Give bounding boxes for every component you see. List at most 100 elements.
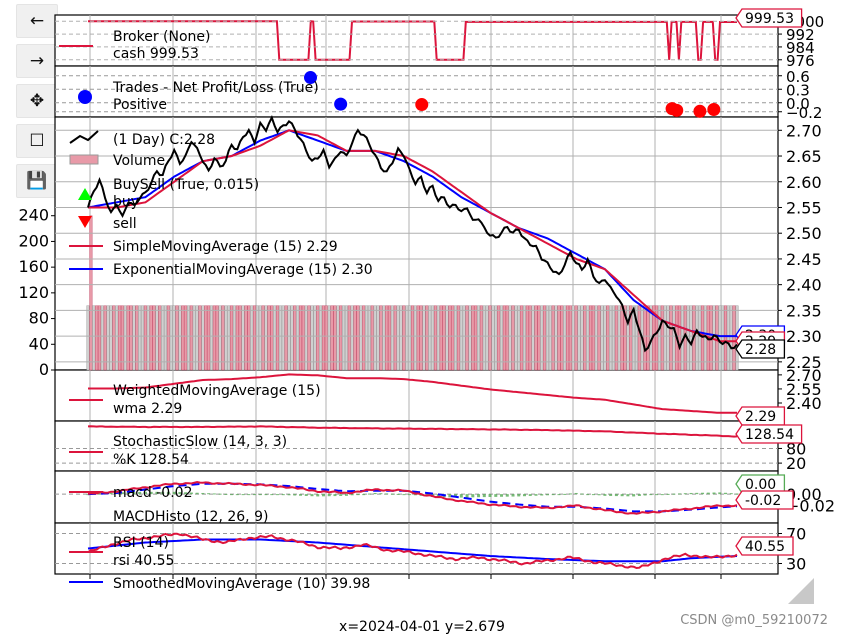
volume-bar xyxy=(353,305,357,371)
macd-histo-bar xyxy=(563,493,567,495)
volume-bar xyxy=(660,305,664,371)
macd-histo-bar xyxy=(408,494,412,496)
volume-bar xyxy=(333,305,337,371)
price-ytick-label: 2.50 xyxy=(786,224,822,243)
volume-bar xyxy=(270,305,274,371)
volume-bar xyxy=(304,305,308,371)
macd-histo-bar xyxy=(643,494,647,496)
volume-bar xyxy=(192,305,196,371)
volume-bar xyxy=(264,305,268,371)
close-legend-line xyxy=(69,130,99,144)
macd-histo-bar xyxy=(299,494,303,496)
macd-histo-bar xyxy=(597,494,601,496)
stoch-legend-title: StochasticSlow (14, 3, 3) xyxy=(113,434,287,450)
volume-bar xyxy=(632,305,636,371)
macd-histo-bar xyxy=(339,494,343,496)
macd-histo-bar xyxy=(224,493,228,495)
volume-bar xyxy=(586,305,590,371)
volume-bar xyxy=(655,305,659,371)
trade-marker xyxy=(334,97,348,111)
macd-histo-bar xyxy=(344,494,348,496)
volume-bar xyxy=(258,305,262,371)
volume-bar xyxy=(646,305,650,371)
forward-button[interactable]: → xyxy=(16,44,58,78)
macd-histo-bar xyxy=(138,491,142,495)
volume-bar xyxy=(195,305,199,371)
volume-bar xyxy=(152,305,156,371)
volume-bar xyxy=(428,305,432,371)
volume-bar xyxy=(465,305,469,371)
volume-bar xyxy=(278,305,282,371)
volume-bar xyxy=(689,305,693,371)
save-button[interactable]: 💾 xyxy=(16,164,58,198)
volume-bar xyxy=(379,305,383,371)
macd-histo-bar xyxy=(120,492,124,495)
volume-bar xyxy=(609,305,613,371)
macd-histo-bar xyxy=(637,494,641,496)
volume-bar xyxy=(600,305,604,371)
volume-bar xyxy=(388,305,392,371)
macd-histo-bar xyxy=(522,494,526,497)
volume-bar xyxy=(158,305,162,371)
volume-bar xyxy=(89,215,93,371)
macd-histo-bar xyxy=(678,493,682,495)
macd-histo-bar xyxy=(632,494,636,497)
macd-histo-bar xyxy=(511,494,515,497)
volume-bar xyxy=(184,305,188,371)
macd-histo-bar xyxy=(184,492,188,495)
volume-bar xyxy=(324,305,328,371)
volume-bar xyxy=(123,305,127,371)
volume-bar xyxy=(477,305,481,371)
volume-bar xyxy=(594,305,598,371)
price-ytick-label: 2.70 xyxy=(786,121,822,140)
volume-bar xyxy=(181,305,185,371)
volume-bar xyxy=(120,305,124,371)
macd-signal-line xyxy=(87,482,738,513)
macd-histo-bar xyxy=(718,492,722,495)
volume-bar xyxy=(540,305,544,371)
volume-bar xyxy=(327,305,331,371)
pan-button[interactable]: ✥ xyxy=(16,84,58,118)
volume-bar xyxy=(566,305,570,371)
macd-histo-bar xyxy=(540,494,544,496)
volume-bar xyxy=(169,305,173,371)
broker-ytick-label: 992 xyxy=(786,26,815,44)
volume-bar xyxy=(502,305,506,371)
volume-bar xyxy=(678,305,682,371)
volume-bar xyxy=(528,305,532,371)
volume-bar xyxy=(95,305,99,371)
volume-bar xyxy=(344,305,348,371)
price-legend-sell: sell xyxy=(113,216,137,232)
broker-ytick-label: 976 xyxy=(786,52,815,70)
volume-bar xyxy=(505,305,509,371)
resize-grip[interactable] xyxy=(788,578,814,604)
macd-histo-bar xyxy=(143,491,147,495)
price-legend-volume: Volume xyxy=(113,153,165,169)
price-legend-buysell: BuySell (True, 0.015) xyxy=(113,177,259,193)
price-legend-sma: SimpleMovingAverage (15) 2.29 xyxy=(113,239,338,255)
macd-histo-bar xyxy=(471,494,475,498)
rsi-last-value: 40.55 xyxy=(745,539,785,555)
volume-bar xyxy=(382,305,386,371)
rsi-line xyxy=(87,532,738,570)
volume-bar xyxy=(143,305,147,371)
volume-bar xyxy=(250,305,254,371)
volume-bar xyxy=(563,305,567,371)
price-ytick-label: 2.60 xyxy=(786,173,822,192)
macd-histo-bar xyxy=(672,493,676,495)
volume-ytick-label: 200 xyxy=(18,231,49,250)
volume-bar xyxy=(365,305,369,371)
macd-histo-bar xyxy=(166,491,170,495)
price-ytick-label: 2.40 xyxy=(786,276,822,295)
volume-bar xyxy=(571,305,575,371)
volume-bar xyxy=(474,305,478,371)
back-button[interactable]: ← xyxy=(16,4,58,38)
volume-bar xyxy=(614,305,618,371)
macd-last-value: -0.02 xyxy=(745,493,781,509)
macd-histo-bar xyxy=(729,493,733,495)
volume-bar xyxy=(100,305,104,371)
volume-bar xyxy=(597,305,601,371)
volume-bar xyxy=(261,305,265,371)
volume-bar xyxy=(718,305,722,371)
volume-bar xyxy=(307,305,311,371)
